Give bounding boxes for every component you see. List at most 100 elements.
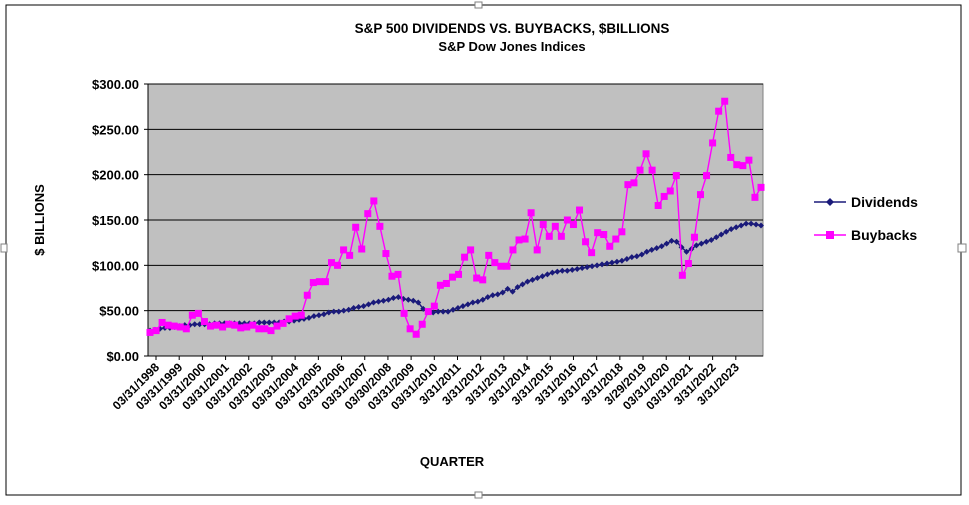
buybacks-point bbox=[412, 330, 420, 338]
buybacks-legend-marker bbox=[826, 231, 834, 239]
buybacks-point bbox=[690, 233, 698, 241]
dividends-point bbox=[390, 294, 397, 301]
buybacks-point bbox=[527, 209, 535, 217]
resize-handle-bottom[interactable] bbox=[474, 491, 483, 499]
dividends-point bbox=[613, 258, 620, 265]
buybacks-point bbox=[334, 261, 342, 269]
buybacks-point bbox=[757, 183, 765, 191]
legend: Dividends Buybacks bbox=[814, 194, 918, 243]
buybacks-point bbox=[164, 321, 172, 329]
buybacks-point bbox=[309, 279, 317, 287]
dividends-point bbox=[604, 260, 611, 267]
dividends-point bbox=[554, 268, 561, 275]
dividends-point bbox=[539, 273, 546, 280]
dividends-point bbox=[519, 281, 526, 288]
series-layer bbox=[146, 97, 765, 338]
buybacks-point bbox=[545, 232, 553, 240]
buybacks-point bbox=[436, 281, 444, 289]
dividends-point bbox=[380, 297, 387, 304]
y-tick-label: $0.00 bbox=[106, 349, 139, 364]
buybacks-point bbox=[406, 325, 414, 333]
buybacks-point bbox=[200, 318, 208, 326]
y-axis-title: $ BILLIONS bbox=[32, 184, 47, 256]
buybacks-point bbox=[352, 223, 360, 231]
dividends-point bbox=[320, 311, 327, 318]
dividends-point bbox=[454, 304, 461, 311]
buybacks-point bbox=[539, 221, 547, 229]
buybacks-point bbox=[315, 278, 323, 286]
buybacks-point bbox=[576, 206, 584, 214]
buybacks-point bbox=[303, 291, 311, 299]
buybacks-point bbox=[170, 322, 178, 330]
buybacks-point bbox=[249, 321, 257, 329]
buybacks-point bbox=[563, 216, 571, 224]
dividends-point bbox=[708, 236, 715, 243]
dividends-point bbox=[355, 304, 362, 311]
buybacks-point bbox=[213, 321, 221, 329]
buybacks-point bbox=[551, 222, 559, 230]
dividends-point bbox=[340, 307, 347, 314]
dividends-point bbox=[673, 238, 680, 245]
buybacks-point bbox=[364, 210, 372, 218]
dividends-point bbox=[683, 248, 690, 255]
dividends-point bbox=[728, 226, 735, 233]
resize-handle-right[interactable] bbox=[957, 243, 967, 253]
dividends-point bbox=[345, 306, 352, 313]
dividends-point bbox=[410, 297, 417, 304]
dividends-point bbox=[559, 267, 566, 274]
dividends-point bbox=[310, 313, 317, 320]
buybacks-point bbox=[660, 192, 668, 200]
dividends-point bbox=[584, 264, 591, 271]
dividends-point bbox=[668, 237, 675, 244]
buybacks-point bbox=[327, 259, 335, 267]
dividends-point bbox=[370, 299, 377, 306]
buybacks-point bbox=[557, 232, 565, 240]
resize-handle-left[interactable] bbox=[0, 243, 8, 253]
dividends-point bbox=[574, 265, 581, 272]
dividends-point bbox=[579, 265, 586, 272]
dividends-point bbox=[435, 308, 442, 315]
buybacks-point bbox=[745, 156, 753, 164]
buybacks-point bbox=[636, 166, 644, 174]
dividends-point bbox=[648, 246, 655, 253]
dividends-point bbox=[658, 243, 665, 250]
buybacks-point bbox=[188, 311, 196, 319]
buybacks-point bbox=[382, 250, 390, 258]
dividends-point bbox=[365, 301, 372, 308]
buybacks-point bbox=[146, 328, 154, 336]
buybacks-point bbox=[582, 238, 590, 246]
buybacks-point bbox=[442, 279, 450, 287]
buybacks-point bbox=[618, 228, 626, 236]
buybacks-point bbox=[461, 253, 469, 261]
buybacks-point bbox=[739, 162, 747, 170]
dividends-point bbox=[524, 278, 531, 285]
dividends-point bbox=[733, 224, 740, 231]
y-tick-label: $300.00 bbox=[92, 77, 139, 92]
dividends-point bbox=[608, 259, 615, 266]
buybacks-point bbox=[400, 309, 408, 317]
buybacks-point bbox=[684, 260, 692, 268]
y-tick-label: $150.00 bbox=[92, 213, 139, 228]
dividends-point bbox=[534, 275, 541, 282]
buybacks-point bbox=[503, 262, 511, 270]
buybacks-point bbox=[176, 323, 184, 331]
buybacks-point bbox=[709, 139, 717, 147]
buybacks-point bbox=[358, 245, 366, 253]
resize-handle-top[interactable] bbox=[474, 1, 483, 9]
dividends-point bbox=[464, 301, 471, 308]
dividends-point bbox=[653, 245, 660, 252]
buybacks-point bbox=[654, 201, 662, 209]
dividends-point bbox=[484, 294, 491, 301]
dividends-point bbox=[723, 228, 730, 235]
buybacks-point bbox=[237, 324, 245, 332]
dividends-point bbox=[266, 319, 273, 326]
buybacks-legend-label: Buybacks bbox=[851, 227, 917, 243]
buybacks-point bbox=[285, 315, 293, 323]
buybacks-point bbox=[273, 322, 281, 330]
buybacks-point bbox=[473, 274, 481, 282]
buybacks-point bbox=[158, 318, 166, 326]
dividends-point bbox=[335, 308, 342, 315]
buybacks-point bbox=[479, 276, 487, 284]
dividends-point bbox=[440, 308, 447, 315]
